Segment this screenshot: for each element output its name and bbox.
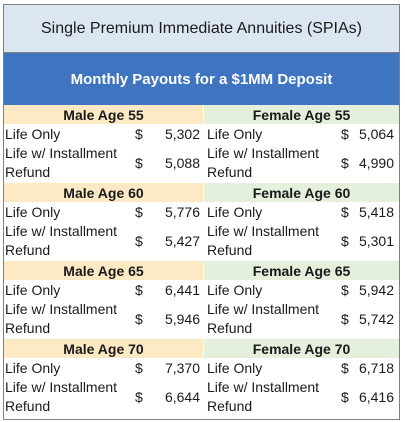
female-life-only-currency: $ [341, 282, 349, 298]
male-installment-currency: $ [135, 233, 143, 249]
female-installment-currency: $ [341, 233, 349, 249]
female-age-header: Female Age 70 [204, 339, 399, 358]
female-installment-currency: $ [341, 389, 349, 405]
male-installment-label-line2: Refund [5, 398, 51, 414]
male-life-only-value: 5,776 [164, 204, 200, 220]
male-life-only-label: Life Only [5, 126, 61, 142]
male-age-header: Male Age 60 [4, 183, 203, 202]
male-life-only-label: Life Only [5, 204, 61, 220]
female-life-only-currency: $ [341, 126, 349, 142]
female-installment-value: 5,742 [358, 311, 394, 327]
male-life-only-value: 5,302 [164, 126, 200, 142]
male-age-header: Male Age 65 [4, 261, 203, 280]
female-installment-label-line2: Refund [207, 320, 253, 336]
male-life-only-currency: $ [135, 360, 143, 376]
female-life-only-value: 5,064 [358, 126, 394, 142]
female-life-only-label: Life Only [207, 204, 263, 220]
female-life-only-value: 6,718 [358, 360, 394, 376]
female-life-only-currency: $ [341, 360, 349, 376]
male-life-only-label: Life Only [5, 282, 61, 298]
male-installment-value: 5,427 [164, 233, 200, 249]
male-installment-value: 6,644 [164, 389, 200, 405]
male-life-only-label: Life Only [5, 360, 61, 376]
female-installment-currency: $ [341, 311, 349, 327]
female-installment-label-line1: Life w/ Installment [207, 379, 320, 395]
age-block: Male Age 65 Female Age 65 Life Only $6,441 L… [4, 261, 399, 339]
age-block: Male Age 60 Female Age 60 Life Only $5,776 L… [4, 183, 399, 261]
male-life-only-currency: $ [135, 204, 143, 220]
female-installment-value: 5,301 [358, 233, 394, 249]
male-life-only-value: 7,370 [164, 360, 200, 376]
female-age-header: Female Age 55 [204, 105, 399, 124]
male-installment-label-line1: Life w/ Installment [5, 223, 118, 239]
female-age-header: Female Age 60 [204, 183, 399, 202]
female-installment-value: 6,416 [358, 389, 394, 405]
female-installment-label-line2: Refund [207, 398, 253, 414]
female-installment-value: 4,990 [358, 155, 394, 171]
male-life-only-value: 6,441 [164, 282, 200, 298]
age-block: Male Age 70 Female Age 70 Life Only $7,370 L… [4, 339, 399, 417]
age-block: Male Age 55 Female Age 55 Life Only $5,302 L… [4, 105, 399, 183]
female-installment-label-line1: Life w/ Installment [207, 301, 320, 317]
female-installment-label-line2: Refund [207, 164, 253, 180]
male-age-header: Male Age 70 [4, 339, 203, 358]
female-life-only-label: Life Only [207, 126, 263, 142]
male-installment-label-line2: Refund [5, 242, 51, 258]
male-installment-currency: $ [135, 389, 143, 405]
female-installment-label-line1: Life w/ Installment [207, 223, 320, 239]
male-age-header: Male Age 55 [4, 105, 203, 124]
row-divider [4, 358, 399, 359]
female-installment-currency: $ [341, 155, 349, 171]
male-installment-label-line2: Refund [5, 164, 51, 180]
female-installment-label-line2: Refund [207, 242, 253, 258]
male-installment-label-line1: Life w/ Installment [5, 301, 118, 317]
male-installment-value: 5,088 [164, 155, 200, 171]
row-divider [4, 202, 399, 203]
male-installment-label-line1: Life w/ Installment [5, 145, 118, 161]
male-installment-value: 5,946 [164, 311, 200, 327]
female-life-only-label: Life Only [207, 282, 263, 298]
row-divider [4, 124, 399, 125]
table-title: Single Premium Immediate Annuities (SPIA… [4, 5, 399, 53]
female-life-only-value: 5,418 [358, 204, 394, 220]
annuity-table: Single Premium Immediate Annuities (SPIA… [3, 4, 400, 420]
male-installment-currency: $ [135, 311, 143, 327]
female-life-only-value: 5,942 [358, 282, 394, 298]
male-installment-label-line2: Refund [5, 320, 51, 336]
male-installment-label-line1: Life w/ Installment [5, 379, 118, 395]
female-installment-label-line1: Life w/ Installment [207, 145, 320, 161]
male-installment-currency: $ [135, 155, 143, 171]
male-life-only-currency: $ [135, 126, 143, 142]
male-life-only-currency: $ [135, 282, 143, 298]
table-subtitle: Monthly Payouts for a $1MM Deposit [4, 53, 399, 105]
female-age-header: Female Age 65 [204, 261, 399, 280]
row-divider [4, 280, 399, 281]
female-life-only-label: Life Only [207, 360, 263, 376]
payout-grid: Male Age 55 Female Age 55 Life Only $5,302 L… [4, 105, 399, 417]
female-life-only-currency: $ [341, 204, 349, 220]
